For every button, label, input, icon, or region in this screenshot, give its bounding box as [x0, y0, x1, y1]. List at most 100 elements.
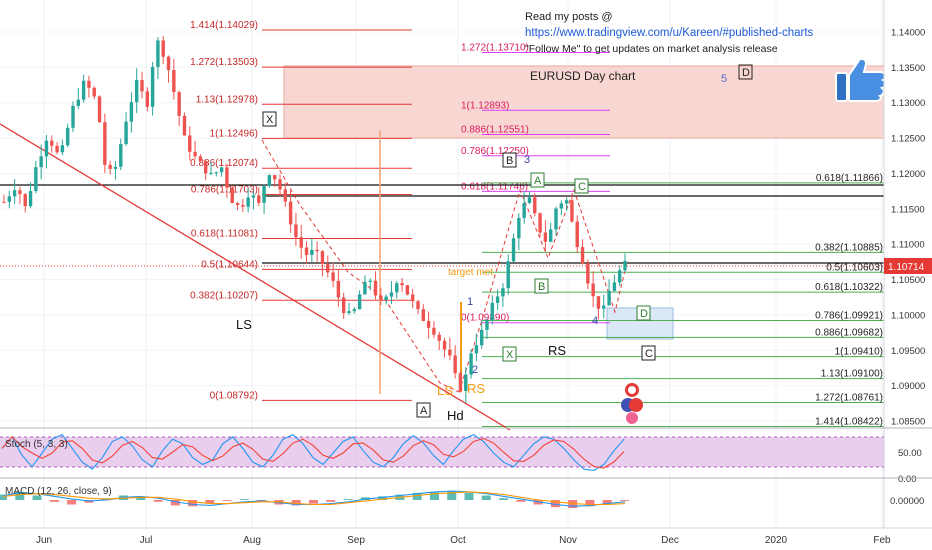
- candle-body: [203, 160, 208, 174]
- svg-text:B: B: [538, 281, 545, 293]
- price-tick-label: 1.09500: [891, 346, 925, 357]
- candle-body: [241, 204, 245, 207]
- candle-body: [272, 175, 277, 180]
- box-d-blue: D: [636, 305, 651, 321]
- left-fib-levels: 1.414(1.14029) 1.272(1.13503) 1.13(1.12978…: [190, 20, 412, 401]
- price-tick-label: 1.10000: [891, 310, 925, 321]
- candle-body: [304, 247, 309, 255]
- fib-label: 0(1.08792): [210, 390, 258, 401]
- candle-body: [623, 260, 627, 271]
- candle-body: [410, 294, 415, 302]
- candle-body: [230, 187, 234, 204]
- candle-body: [7, 196, 12, 202]
- svg-text:A: A: [534, 175, 542, 187]
- fib-label: 0.886(1.12074): [190, 158, 258, 169]
- candle-body: [225, 167, 229, 188]
- candle-body: [34, 167, 38, 192]
- time-tick-label: Oct: [450, 535, 466, 546]
- candle-body: [299, 237, 303, 248]
- candle-body: [479, 329, 484, 346]
- fib-label: 0.786(1.11703): [191, 184, 258, 195]
- resistance-zone: [283, 65, 885, 139]
- candle-body: [485, 320, 489, 330]
- macd-series: [0, 490, 629, 509]
- fib-label: 0.382(1.10885): [815, 242, 883, 253]
- candle-body: [437, 334, 441, 341]
- candle-body: [564, 200, 569, 204]
- candle-body: [357, 294, 362, 310]
- fib-label: 1(1.09410): [835, 347, 883, 358]
- stoch-tick-50: 50.00: [898, 448, 922, 459]
- macd-histogram-bar: [67, 500, 77, 505]
- price-tick-label: 1.11000: [891, 240, 925, 251]
- macd-histogram-bar: [481, 495, 491, 500]
- candle-body: [347, 311, 351, 314]
- candle-body: [331, 272, 335, 281]
- candle-body: [612, 282, 617, 291]
- price-tick-label: 1.12500: [891, 134, 925, 145]
- candle-body: [384, 296, 388, 300]
- stoch-d-line: [1, 436, 625, 469]
- fib-label: 0.618(1.11081): [191, 228, 258, 239]
- fib-label: 0.786(1.09921): [815, 310, 883, 321]
- candle-body: [12, 190, 17, 197]
- last-price-tag: 1.10714: [884, 258, 932, 274]
- candle-body: [177, 92, 181, 116]
- downtrend-line: [0, 123, 511, 431]
- macd-histogram-bar: [49, 500, 59, 502]
- candle-body: [108, 164, 112, 169]
- macd-histogram-bar: [343, 499, 353, 500]
- candle-body: [395, 283, 399, 293]
- svg-text:D: D: [640, 308, 648, 320]
- rs-small-label: RS: [467, 381, 485, 396]
- candle-body: [140, 80, 144, 92]
- price-tick-label: 1.09000: [891, 381, 925, 392]
- box-b-mid: B: [502, 152, 517, 168]
- macd-histogram-bar: [170, 500, 180, 506]
- box-b-low: B: [534, 278, 549, 294]
- candle-body: [522, 203, 526, 219]
- event-flag-icon: [621, 383, 643, 424]
- candle-body: [76, 99, 81, 106]
- candle-body: [23, 194, 27, 207]
- fib-label: 0.618(1.11866): [816, 173, 883, 184]
- fib-label: 0.786(1.12250): [461, 146, 529, 157]
- candle-body: [511, 238, 516, 262]
- candle-body: [570, 200, 574, 222]
- candle-body: [214, 172, 219, 174]
- time-axis-ticks: Jun Jul Aug Sep Oct Nov Dec 2020 Feb: [36, 535, 891, 546]
- candle-body: [580, 247, 585, 264]
- fib-label: 1.272(1.13710): [461, 43, 529, 54]
- candle-body: [28, 191, 33, 207]
- macd-histogram-bar: [516, 500, 526, 502]
- fib-label: 0.5(1.10644): [201, 259, 258, 270]
- wave-2-label: 2: [472, 364, 478, 376]
- macd-tick-0: 0.00000: [890, 496, 924, 507]
- candle-body: [310, 249, 314, 255]
- candle-body: [326, 263, 330, 273]
- fib-label: 0.886(1.12551): [461, 124, 529, 135]
- candle-body: [188, 135, 192, 152]
- candle-body: [150, 66, 155, 107]
- box-x-upper: X: [262, 111, 277, 127]
- candle-body: [527, 197, 532, 204]
- candle-body: [97, 96, 102, 123]
- svg-text:1.10714: 1.10714: [888, 262, 925, 273]
- svg-text:C: C: [578, 181, 586, 193]
- macd-histogram-bar: [205, 500, 215, 504]
- candle-body: [490, 302, 495, 321]
- candle-body: [421, 309, 426, 321]
- fib-label: 0.382(1.10207): [190, 290, 258, 301]
- macd-histogram-bar: [585, 500, 595, 507]
- candle-body: [251, 195, 256, 198]
- target-met-label: target met: [448, 267, 493, 278]
- right-fib-levels: 0.618(1.11866) 0.382(1.10885) 0.5(1.10603)…: [482, 173, 884, 428]
- candle-body: [453, 355, 457, 374]
- fib-label: 1.414(1.08422): [815, 417, 883, 428]
- macd-histogram-bar: [378, 496, 388, 500]
- box-a-top: A: [530, 172, 545, 188]
- header-link[interactable]: https://www.tradingview.com/u/Kareen/#pu…: [525, 27, 814, 39]
- candle-body: [448, 349, 452, 356]
- header-line-3: "Follow Me" to get updates on market ana…: [525, 43, 778, 55]
